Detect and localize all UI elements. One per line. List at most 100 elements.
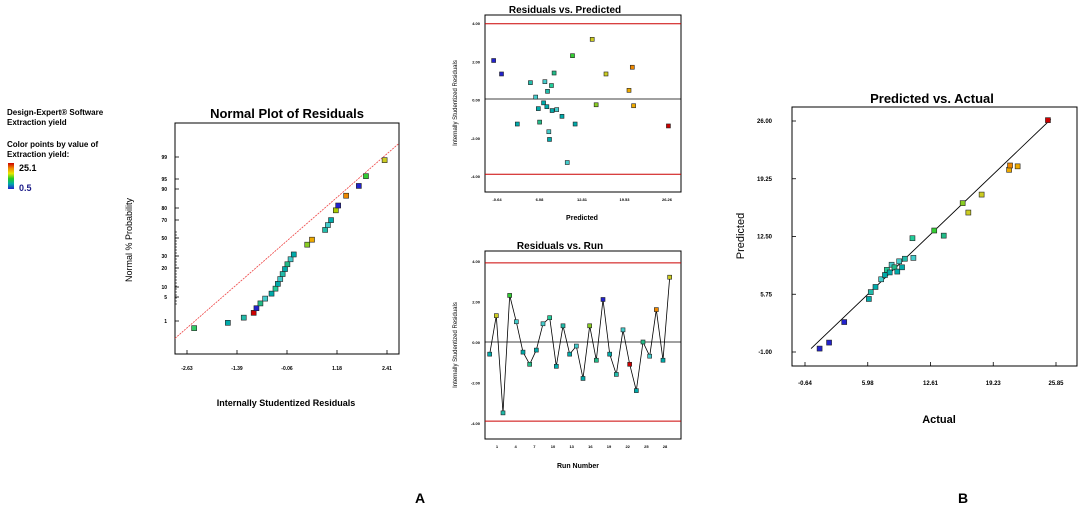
resid-run-x-tick-label: 1 <box>496 444 499 449</box>
predicted-vs-actual-plot: Predicted vs. Actual Actual Predicted -0… <box>735 91 1078 426</box>
normal-y-tick-label: 95 <box>161 177 167 183</box>
resid-pred-title: Residuals vs. Predicted <box>509 5 621 16</box>
resid-pred-data-point <box>554 107 560 112</box>
resid-run-data-point <box>640 339 646 345</box>
pred-actual-data-point <box>909 235 916 242</box>
normal-data-point <box>325 222 331 228</box>
pred-actual-xlabel: Actual <box>922 414 956 426</box>
resid-pred-data-point <box>547 137 552 142</box>
resid-pred-data-point <box>528 80 533 85</box>
pred-actual-x-tick-label: 19.23 <box>986 381 1002 387</box>
resid-run-data-point <box>507 293 512 298</box>
resid-run-y-tick-label: -4.00 <box>471 421 481 426</box>
resid-run-data-point <box>547 315 552 321</box>
resid-pred-data-point <box>499 71 504 77</box>
pred-actual-data-point <box>894 268 901 275</box>
pred-actual-data-point <box>816 345 823 352</box>
normal-plot-ylabel: Normal % Probability <box>124 197 134 282</box>
resid-pred-x-tick-label: 6.08 <box>536 197 545 202</box>
normal-y-tick-label: 90 <box>161 187 167 193</box>
resid-pred-y-tick-label: 4.00 <box>472 21 481 26</box>
resid-run-x-tick-label: 4 <box>515 444 518 449</box>
pred-actual-data-point <box>841 319 848 325</box>
resid-run-y-tick-label: -2.00 <box>471 381 481 386</box>
normal-data-point <box>335 202 341 209</box>
pred-actual-data-point <box>899 264 905 271</box>
normal-data-point <box>279 271 286 277</box>
resid-pred-data-point <box>549 83 554 88</box>
normal-data-point <box>275 281 281 287</box>
residuals-vs-predicted-plot: Residuals vs. Predicted Predicted Intern… <box>453 5 682 222</box>
pred-actual-data-point <box>1045 117 1051 123</box>
resid-pred-data-point <box>537 119 542 125</box>
normal-data-point <box>356 183 362 189</box>
resid-run-title: Residuals vs. Run <box>517 241 603 252</box>
resid-pred-data-point <box>629 64 635 70</box>
pred-actual-title: Predicted vs. Actual <box>870 91 994 106</box>
resid-run-xlabel: Run Number <box>557 463 599 470</box>
normal-y-tick-label: 50 <box>161 236 167 242</box>
resid-run-frame <box>484 250 682 440</box>
resid-pred-data-point <box>572 121 578 127</box>
normal-x-tick-label: -1.39 <box>231 366 243 372</box>
normal-data-point <box>381 157 388 163</box>
color-note-line-2: Extraction yield: <box>7 150 70 159</box>
resid-pred-x-tick-label: 12.81 <box>577 197 588 202</box>
normal-data-point <box>272 285 279 292</box>
pred-actual-data-point <box>826 339 832 346</box>
resid-run-data-point <box>620 327 626 333</box>
resid-run-x-tick-label: 28 <box>663 444 668 449</box>
pred-actual-x-tick-label: 25.85 <box>1048 381 1064 387</box>
normal-y-tick-label: 99 <box>161 155 167 161</box>
resid-run-data-point <box>567 351 572 357</box>
normal-x-tick-label: -0.06 <box>281 366 293 372</box>
resid-run-data-point <box>534 347 539 353</box>
resid-pred-data-point <box>666 123 671 129</box>
resid-run-data-point <box>660 357 666 363</box>
resid-run-data-point <box>654 307 659 312</box>
normal-y-tick-label: 10 <box>161 285 167 291</box>
normal-data-point <box>277 276 284 282</box>
resid-run-data-point <box>647 353 652 359</box>
normal-data-point <box>225 320 231 326</box>
normal-plot-xlabel: Internally Studentized Residuals <box>217 398 356 408</box>
resid-run-data-point <box>627 361 632 367</box>
response-label: Extraction yield <box>7 118 67 127</box>
normal-data-point <box>287 256 294 263</box>
resid-pred-data-point <box>542 79 548 84</box>
pred-actual-data-point <box>978 191 985 198</box>
resid-run-data-point <box>520 349 526 355</box>
resid-run-data-point <box>634 388 639 393</box>
resid-pred-data-point <box>491 58 496 63</box>
resid-pred-y-tick-label: -2.00 <box>471 136 481 141</box>
normal-data-point <box>284 261 291 268</box>
resid-pred-data-point <box>546 129 552 135</box>
normal-y-tick-label: 70 <box>161 218 167 224</box>
resid-pred-data-point <box>536 106 541 111</box>
resid-pred-data-point <box>631 103 636 109</box>
normal-reference-line <box>174 143 400 339</box>
pred-actual-ylabel: Predicted <box>735 213 747 259</box>
resid-pred-data-point <box>545 89 550 94</box>
resid-run-data-point <box>594 357 599 363</box>
resid-pred-data-point <box>551 70 557 76</box>
resid-run-data-point <box>560 323 566 329</box>
normal-plot: Normal Plot of Residuals Internally Stud… <box>124 106 400 408</box>
resid-run-data-point <box>500 410 506 416</box>
resid-run-ylabel: Internally Studentized Residuals <box>453 302 459 388</box>
normal-data-point <box>262 295 268 302</box>
residuals-vs-run-plot: Residuals vs. Run Run Number Internally … <box>453 241 682 470</box>
resid-run-data-point <box>494 313 499 318</box>
resid-run-y-tick-label: 4.00 <box>472 259 481 264</box>
software-label: Design-Expert® Software <box>7 108 104 117</box>
resid-run-data-point <box>574 343 579 349</box>
pred-actual-x-tick-label: 12.61 <box>923 381 939 387</box>
resid-run-data-point <box>607 351 612 357</box>
pred-actual-data-point <box>965 209 972 216</box>
resid-run-data-point <box>580 376 586 381</box>
pred-actual-data-point <box>867 289 874 295</box>
color-gradient-bar <box>8 163 14 189</box>
resid-pred-data-point <box>603 71 609 77</box>
resid-pred-data-point <box>541 100 546 106</box>
resid-run-x-tick-label: 7 <box>533 444 536 449</box>
